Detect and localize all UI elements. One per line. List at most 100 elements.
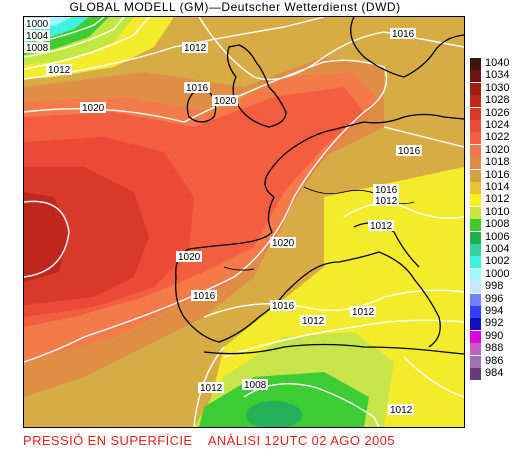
isobar-label: 1020 — [212, 95, 238, 107]
field-1006 — [246, 401, 302, 427]
isobar-label: 1020 — [176, 251, 202, 263]
legend-label: 1004 — [485, 243, 510, 255]
svg-text:1020: 1020 — [178, 252, 201, 263]
isobar-label: 1012 — [300, 315, 326, 327]
legend-item: 1016 — [470, 169, 520, 182]
svg-text:1016: 1016 — [392, 29, 415, 40]
isobar-label: 1008 — [242, 379, 268, 391]
legend-label: 996 — [485, 292, 504, 305]
coast-italy-med — [308, 251, 441, 348]
legend-swatch — [470, 58, 481, 70]
legend-item: 1034 — [470, 69, 520, 83]
legend-label: 1024 — [485, 119, 510, 131]
legend-swatch — [470, 355, 481, 368]
legend-label: 1014 — [485, 181, 510, 193]
isobar-labels: 1000 1004 1008 1012 1012 1016 1020 1020 … — [24, 18, 422, 416]
legend-swatch — [470, 107, 481, 120]
legend-label: 1012 — [485, 193, 510, 206]
field-1008 — [199, 372, 369, 427]
svg-text:1020: 1020 — [214, 96, 237, 107]
legend-item: 1014 — [470, 181, 520, 194]
chart-title: GLOBAL MODELL (GM)—Deutscher Wetterdiens… — [69, 0, 401, 14]
legend-swatch — [470, 293, 481, 306]
legend-label: 986 — [485, 354, 504, 367]
legend-swatch — [470, 82, 481, 95]
legend-swatch — [470, 231, 481, 244]
legend-item: 1006 — [470, 230, 520, 244]
field-1016-north — [174, 17, 464, 57]
isobar-label: 1016 — [390, 28, 416, 40]
legend-item: 1024 — [470, 119, 520, 132]
legend-item: 986 — [470, 354, 520, 368]
legend-item: 1008 — [470, 218, 520, 232]
coast-north-africa — [203, 343, 464, 355]
svg-text:1016: 1016 — [272, 301, 295, 312]
isobar-label: 1016 — [396, 145, 422, 157]
legend-item: 1022 — [470, 131, 520, 145]
legend-label: 1034 — [485, 69, 510, 82]
legend-label: 988 — [485, 342, 504, 355]
svg-text:1020: 1020 — [272, 238, 295, 249]
legend-label: 1002 — [485, 255, 510, 268]
legend-item: 990 — [470, 329, 520, 343]
legend-swatch — [470, 244, 481, 256]
legend-swatch — [470, 281, 481, 294]
legend-label: 994 — [485, 305, 504, 317]
isobar-label: 1012 — [388, 404, 414, 416]
legend-label: 998 — [485, 280, 504, 293]
legend-label: 1006 — [485, 230, 510, 243]
legend-label: 1028 — [485, 94, 510, 107]
legend-swatch — [470, 169, 481, 182]
legend-swatch — [470, 318, 481, 331]
legend-item: 998 — [470, 280, 520, 294]
isobar-label: 1020 — [270, 237, 296, 249]
isobar-1004 — [24, 17, 125, 58]
coastlines — [175, 17, 464, 355]
legend-item: 1000 — [470, 268, 520, 281]
legend-label: 1026 — [485, 106, 510, 119]
legend-item: 1004 — [470, 243, 520, 256]
svg-text:1008: 1008 — [244, 380, 267, 391]
legend-swatch — [470, 144, 481, 157]
legend-label: 1010 — [485, 205, 510, 218]
legend-swatch — [470, 206, 481, 219]
isobar-1012-north — [24, 17, 325, 80]
isobar-label: 1000 — [24, 18, 50, 30]
legend-label: 984 — [485, 367, 504, 379]
legend-label: 1022 — [485, 131, 510, 144]
svg-text:1016: 1016 — [193, 291, 216, 302]
svg-text:1004: 1004 — [26, 31, 49, 42]
legend-label: 992 — [485, 317, 504, 330]
isobar-1008 — [24, 17, 150, 70]
legend-swatch — [470, 306, 481, 318]
legend-swatch — [470, 219, 481, 232]
svg-text:1012: 1012 — [200, 383, 223, 394]
legend-item: 984 — [470, 367, 520, 380]
isobar-label: 1004 — [24, 30, 50, 42]
isobar-1028 — [24, 200, 70, 278]
isobar-1012-south — [223, 319, 464, 358]
legend-label: 990 — [485, 329, 504, 342]
isobar-1016-north — [198, 17, 464, 81]
legend-item: 1020 — [470, 144, 520, 157]
legend-item: 1030 — [470, 82, 520, 95]
svg-text:1012: 1012 — [352, 307, 375, 318]
legend-swatch — [470, 368, 481, 380]
legend-label: 1040 — [485, 57, 510, 69]
coast-north-sea — [293, 113, 464, 148]
legend-swatch — [470, 182, 481, 194]
isobar-label: 1012 — [46, 64, 72, 76]
isobar-1016-east — [383, 126, 464, 148]
legend-item: 1040 — [470, 57, 520, 70]
svg-text:1016: 1016 — [398, 146, 421, 157]
legend-swatch — [470, 132, 481, 145]
coast-britain — [226, 44, 287, 128]
isobar-label: 1020 — [80, 102, 106, 114]
isobar-label: 1016 — [184, 82, 210, 94]
isobar-1020-ring — [24, 59, 388, 363]
isobar-label: 1012 — [182, 42, 208, 54]
legend-swatch — [470, 330, 481, 343]
coast-scandinavia — [350, 17, 464, 78]
coast-france-west — [188, 146, 295, 250]
svg-text:1012: 1012 — [370, 221, 393, 232]
